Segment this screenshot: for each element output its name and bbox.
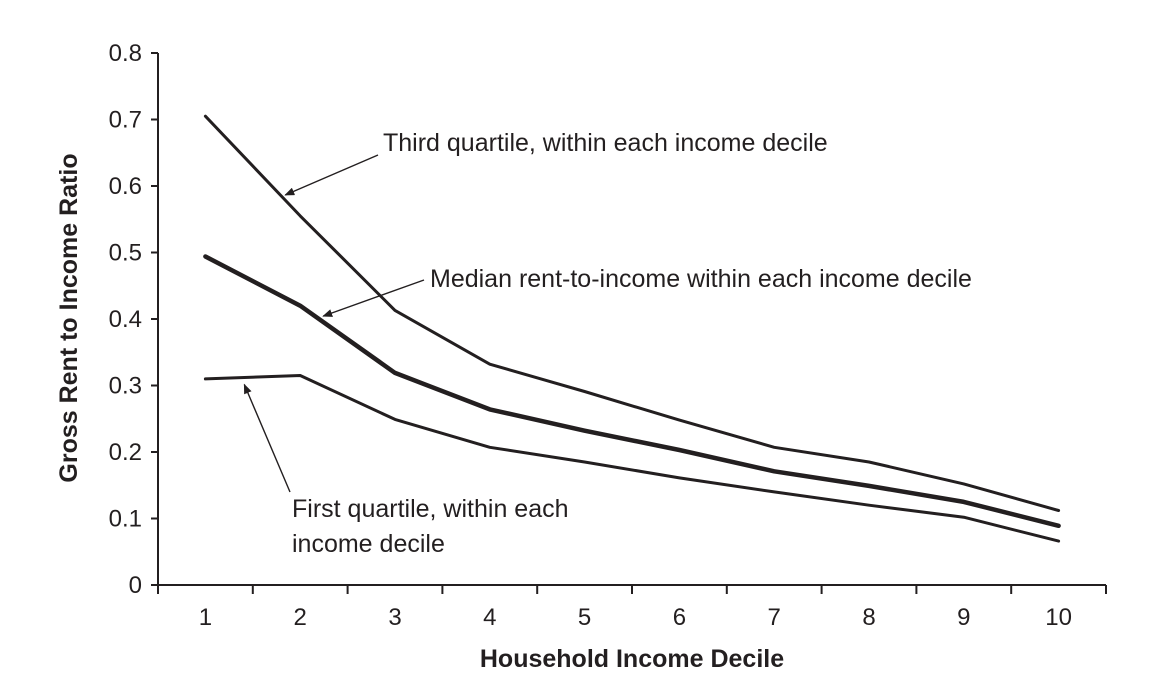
series-line-first-quartile (203, 374, 1061, 543)
x-tick-label: 1 (199, 604, 212, 631)
x-tick-label: 9 (957, 604, 970, 631)
x-tick-label: 2 (294, 604, 307, 631)
annotation-arrows (243, 154, 425, 493)
x-tick-label: 7 (768, 604, 781, 631)
arrow-first-quartile (243, 383, 291, 493)
x-axis: 1 2 3 4 5 6 7 8 9 10 (157, 584, 1107, 631)
y-tick-label: 0.1 (109, 506, 142, 533)
x-tick-label: 3 (388, 604, 401, 631)
x-tick-label: 10 (1045, 604, 1072, 631)
y-tick-label: 0 (129, 572, 142, 599)
arrow-third-quartile (284, 154, 379, 196)
annotation-first-quartile-line1: First quartile, within each (292, 495, 569, 523)
y-tick-label: 0.7 (109, 107, 142, 134)
y-tick-label: 0.5 (109, 240, 142, 267)
x-tick-label: 8 (862, 604, 875, 631)
y-axis: 0 0.1 0.2 0.3 0.4 0.5 0.6 0.7 0.8 (109, 40, 159, 599)
x-tick-label: 6 (673, 604, 686, 631)
annotation-first-quartile-line2: income decile (292, 530, 445, 558)
arrow-median (322, 279, 425, 317)
series-line-median (203, 254, 1061, 529)
x-tick-label: 5 (578, 604, 591, 631)
y-tick-label: 0.3 (109, 373, 142, 400)
x-axis-title: Household Income Decile (480, 645, 784, 673)
x-tick-label: 4 (483, 604, 496, 631)
y-axis-title: Gross Rent to Income Ratio (55, 153, 83, 482)
y-tick-label: 0.4 (109, 306, 142, 333)
series-lines (203, 114, 1061, 543)
annotation-median: Median rent-to-income within each income… (430, 265, 972, 293)
annotation-third-quartile: Third quartile, within each income decil… (383, 129, 828, 157)
y-tick-label: 0.8 (109, 40, 142, 67)
y-tick-label: 0.2 (109, 439, 142, 466)
series-line-third-quartile (203, 114, 1061, 512)
y-tick-label: 0.6 (109, 173, 142, 200)
